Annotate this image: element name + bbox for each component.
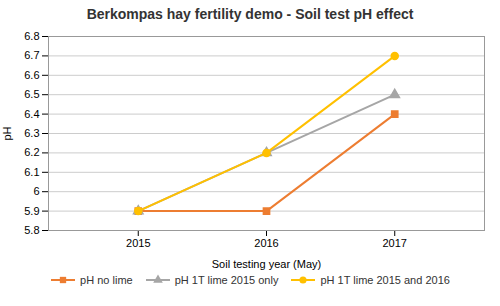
- svg-text:6: 6: [33, 185, 39, 197]
- svg-text:6.5: 6.5: [24, 88, 39, 100]
- html-text:pH 1T lime 2015 and 2016: pH 1T lime 2015 and 2016: [320, 274, 450, 286]
- svg-text:6.2: 6.2: [24, 146, 39, 158]
- svg-text:5.8: 5.8: [24, 224, 39, 236]
- svg-text:5.9: 5.9: [24, 205, 39, 217]
- html-text:pH no lime: pH no lime: [80, 274, 133, 286]
- svg-text:6.7: 6.7: [24, 49, 39, 61]
- svg-text:6.8: 6.8: [24, 30, 39, 42]
- svg-text:2016: 2016: [254, 237, 278, 249]
- svg-text:6.1: 6.1: [24, 166, 39, 178]
- svg-text:6.4: 6.4: [24, 108, 39, 120]
- html-text:pH 1T lime 2015 only: pH 1T lime 2015 only: [174, 274, 279, 286]
- svg-text:6.6: 6.6: [24, 69, 39, 81]
- svg-text:Soil testing year (May): Soil testing year (May): [212, 258, 321, 270]
- svg-text:2015: 2015: [126, 237, 150, 249]
- svg-text:pH: pH: [1, 126, 13, 140]
- html-text:Berkompas hay fertility demo -: Berkompas hay fertility demo - Soil test…: [86, 6, 414, 22]
- svg-text:6.3: 6.3: [24, 127, 39, 139]
- svg-text:2017: 2017: [382, 237, 406, 249]
